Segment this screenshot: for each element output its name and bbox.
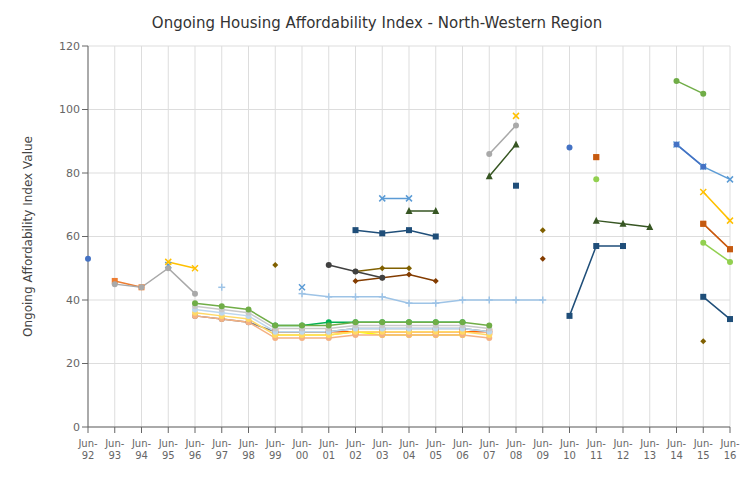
svg-text:Jun-15: Jun-15	[693, 438, 714, 461]
svg-text:Jun-09: Jun-09	[532, 438, 553, 461]
svg-text:Jun-03: Jun-03	[372, 438, 393, 461]
svg-text:20: 20	[66, 357, 80, 370]
svg-text:Jun-96: Jun-96	[184, 438, 205, 461]
svg-text:Jun-92: Jun-92	[77, 438, 98, 461]
svg-text:Jun-01: Jun-01	[318, 438, 339, 461]
svg-text:Jun-06: Jun-06	[452, 438, 473, 461]
svg-text:Jun-04: Jun-04	[398, 438, 419, 461]
svg-text:Jun-14: Jun-14	[666, 438, 687, 461]
svg-text:Jun-08: Jun-08	[505, 438, 526, 461]
svg-text:Jun-94: Jun-94	[131, 438, 152, 461]
svg-text:80: 80	[66, 167, 80, 180]
svg-text:Jun-11: Jun-11	[586, 438, 607, 461]
svg-text:100: 100	[59, 103, 80, 116]
svg-text:Jun-10: Jun-10	[559, 438, 580, 461]
svg-text:Jun-93: Jun-93	[104, 438, 125, 461]
svg-text:120: 120	[59, 40, 80, 53]
svg-text:60: 60	[66, 230, 80, 243]
svg-text:Jun-07: Jun-07	[479, 438, 500, 461]
svg-text:Jun-00: Jun-00	[291, 438, 312, 461]
svg-text:Jun-97: Jun-97	[211, 438, 232, 461]
svg-text:Jun-99: Jun-99	[265, 438, 286, 461]
svg-text:Jun-95: Jun-95	[158, 438, 179, 461]
svg-text:40: 40	[66, 294, 80, 307]
svg-text:Ongoing Affordability Index Va: Ongoing Affordability Index Value	[21, 136, 35, 337]
svg-text:Jun-98: Jun-98	[238, 438, 259, 461]
svg-text:0: 0	[73, 421, 80, 434]
svg-text:Jun-13: Jun-13	[639, 438, 660, 461]
svg-text:Jun-12: Jun-12	[612, 438, 633, 461]
svg-text:Jun-05: Jun-05	[425, 438, 446, 461]
svg-text:Jun-16: Jun-16	[719, 438, 740, 461]
svg-text:Jun-02: Jun-02	[345, 438, 366, 461]
html-text:Ongoing Housing Affordability: Ongoing Housing Affordability Index - No…	[151, 14, 603, 32]
